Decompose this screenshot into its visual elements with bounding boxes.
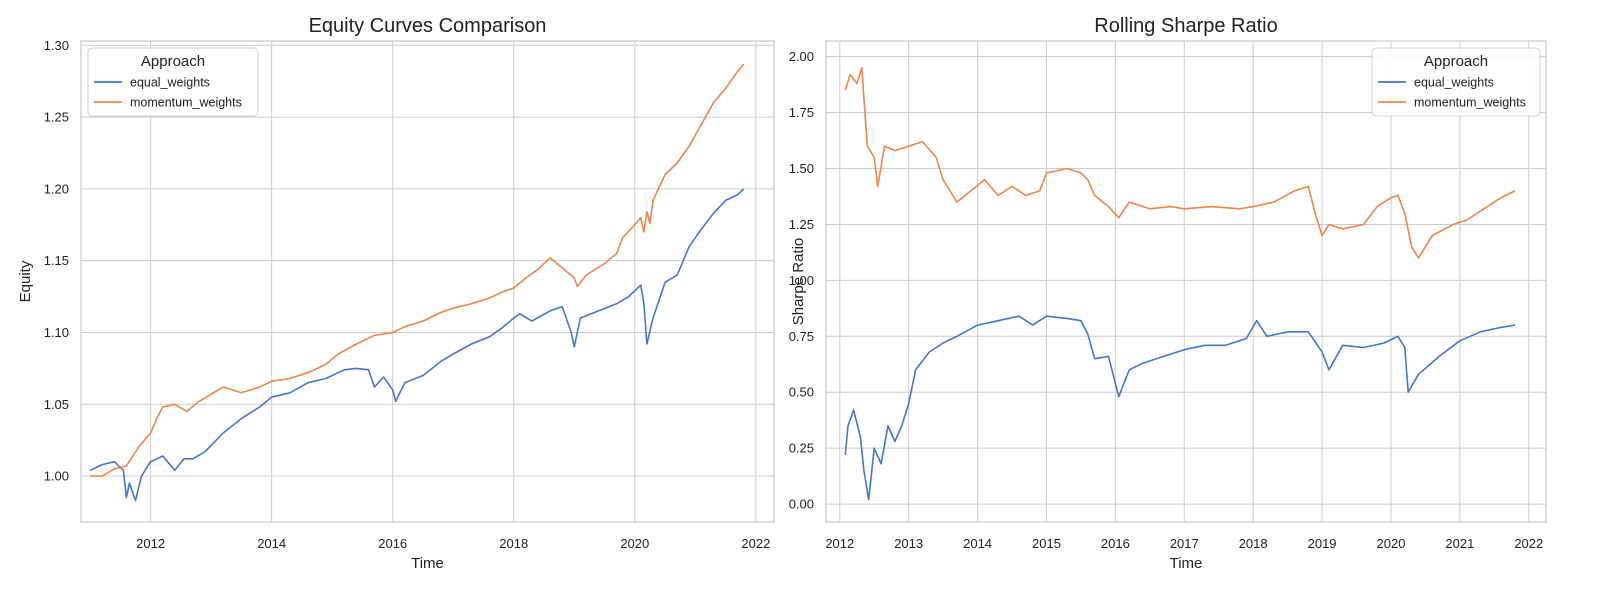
equity-curves-chart: 2012 2014 2016 2018 2020 2022 1.00 1.05 1.10 1.15… xyxy=(17,15,775,572)
grid xyxy=(826,41,1546,522)
y-tick-label: 1.25 xyxy=(789,217,814,232)
y-tick-label: 1.50 xyxy=(789,161,814,176)
chart-title: Rolling Sharpe Ratio xyxy=(1094,15,1277,37)
y-tick-label: 1.00 xyxy=(789,273,814,288)
x-tick-label: 2021 xyxy=(1445,536,1474,551)
x-tick-label: 2018 xyxy=(499,536,528,551)
y-tick-label: 1.30 xyxy=(44,38,69,53)
x-tick-label: 2018 xyxy=(1239,536,1268,551)
legend-entry-momentum-weights: momentum_weights xyxy=(130,96,242,110)
legend-box xyxy=(87,47,259,117)
x-tick-label: 2014 xyxy=(257,536,286,551)
x-axis-label: Time xyxy=(411,555,444,572)
y-tick-label: 1.10 xyxy=(44,325,69,340)
legend-entry-equal-weights: equal_weights xyxy=(130,76,210,90)
x-tick-label: 2012 xyxy=(136,536,165,551)
grid xyxy=(81,41,774,522)
y-tick-label: 2.00 xyxy=(789,49,814,64)
x-tick-label: 2012 xyxy=(825,536,854,551)
x-tick-label: 2022 xyxy=(1514,536,1543,551)
y-tick-label: 1.25 xyxy=(44,110,69,125)
y-tick-label: 0.25 xyxy=(789,441,814,456)
legend: Approach equal_weights momentum_weights xyxy=(1371,47,1541,117)
y-tick-label: 1.00 xyxy=(44,469,69,484)
y-axis-label: Equity xyxy=(17,260,34,302)
rolling-sharpe-chart: 2012 2013 2014 2015 2016 2017 2018 2019 2020 2021… xyxy=(789,15,1547,572)
x-tick-label: 2022 xyxy=(741,536,770,551)
x-axis-label: Time xyxy=(1170,555,1203,572)
x-tick-label: 2014 xyxy=(963,536,992,551)
chart-title: Equity Curves Comparison xyxy=(309,15,547,37)
y-tick-label: 1.15 xyxy=(44,253,69,268)
legend: Approach equal_weights momentum_weights xyxy=(87,47,259,117)
series-line-momentum-weights xyxy=(844,67,1516,259)
x-tick-label: 2016 xyxy=(378,536,407,551)
x-tick-label: 2015 xyxy=(1032,536,1061,551)
x-tick-label: 2017 xyxy=(1170,536,1199,551)
y-tick-label: 0.50 xyxy=(789,385,814,400)
y-axis-label: Sharpe Ratio xyxy=(790,238,807,326)
x-tick-label: 2013 xyxy=(894,536,923,551)
x-tick-label: 2019 xyxy=(1308,536,1337,551)
x-tick-label: 2020 xyxy=(620,536,649,551)
y-tick-label: 0.75 xyxy=(789,329,814,344)
legend-entry-equal-weights: equal_weights xyxy=(1414,76,1494,90)
y-tick-label: 1.05 xyxy=(44,397,69,412)
legend-title: Approach xyxy=(1424,53,1488,70)
x-tick-label: 2020 xyxy=(1377,536,1406,551)
x-tick-label: 2016 xyxy=(1101,536,1130,551)
legend-box xyxy=(1371,47,1541,117)
plot-frame xyxy=(825,40,1547,523)
y-tick-label: 1.20 xyxy=(44,181,69,196)
series-line-equal-weights xyxy=(89,188,745,502)
plot-frame xyxy=(80,40,775,523)
series-line-equal-weights xyxy=(844,315,1516,501)
y-tick-label: 1.75 xyxy=(789,105,814,120)
legend-entry-momentum-weights: momentum_weights xyxy=(1414,96,1526,110)
legend-title: Approach xyxy=(141,53,205,70)
series-line-momentum-weights xyxy=(90,63,745,477)
y-tick-label: 0.00 xyxy=(789,497,814,512)
